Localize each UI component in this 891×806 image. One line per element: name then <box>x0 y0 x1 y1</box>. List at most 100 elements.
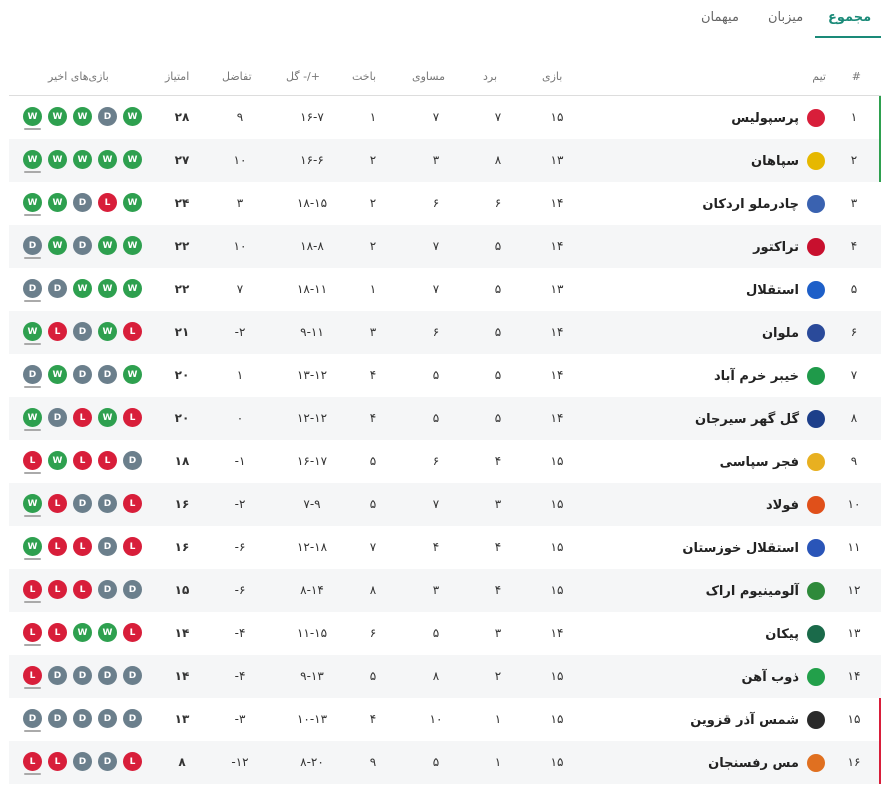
form-badge[interactable]: L <box>23 451 42 474</box>
form-badge[interactable]: D <box>123 580 142 599</box>
form-badge[interactable]: D <box>98 666 117 685</box>
form-badge[interactable]: D <box>98 537 117 556</box>
table-row[interactable]: ۱۱ استقلال خوزستان ۱۵ ۴ ۴ ۷ ۱۲-۱۸ -۶ ۱۶ … <box>9 526 881 569</box>
form-badge[interactable]: L <box>73 451 92 470</box>
form-badge[interactable]: L <box>73 537 92 556</box>
form-badge[interactable]: W <box>123 236 142 255</box>
tab-away[interactable]: میهمان <box>701 10 739 25</box>
form-badge[interactable]: D <box>23 279 42 302</box>
team-cell[interactable]: استقلال <box>746 278 825 302</box>
team-cell[interactable]: خیبر خرم آباد <box>714 364 825 388</box>
form-badge[interactable]: W <box>98 150 117 169</box>
team-name[interactable]: مس رفسنجان <box>708 755 799 771</box>
form-badge[interactable]: L <box>123 408 142 427</box>
form-badge[interactable]: W <box>23 193 42 216</box>
form-badge[interactable]: L <box>123 494 142 513</box>
table-row[interactable]: ۱۵ شمس آذر قزوین ۱۵ ۱ ۱۰ ۴ ۱۰-۱۳ -۳ ۱۳ D… <box>9 698 881 741</box>
team-name[interactable]: آلومینیوم اراک <box>705 583 799 599</box>
form-badge[interactable]: L <box>98 193 117 212</box>
team-cell[interactable]: شمس آذر قزوین <box>690 708 825 732</box>
form-badge[interactable]: D <box>98 365 117 384</box>
form-badge[interactable]: L <box>98 451 117 470</box>
team-name[interactable]: استقلال <box>745 282 799 298</box>
team-name[interactable]: سپاهان <box>751 153 799 169</box>
form-badge[interactable]: D <box>73 709 92 728</box>
form-badge[interactable]: L <box>123 537 142 556</box>
team-cell[interactable]: آلومینیوم اراک <box>706 579 825 603</box>
form-badge[interactable]: D <box>123 709 142 728</box>
form-badge[interactable]: W <box>123 365 142 384</box>
form-badge[interactable]: D <box>73 322 92 341</box>
form-badge[interactable]: D <box>48 709 67 728</box>
form-badge[interactable]: D <box>73 236 92 255</box>
form-badge[interactable]: W <box>48 107 67 126</box>
form-badge[interactable]: W <box>98 322 117 341</box>
team-name[interactable]: فجر سپاسی <box>719 454 799 470</box>
form-badge[interactable]: W <box>123 107 142 126</box>
form-badge[interactable]: L <box>123 752 142 771</box>
form-badge[interactable]: L <box>123 322 142 341</box>
team-name[interactable]: خیبر خرم آباد <box>714 368 799 384</box>
form-badge[interactable]: L <box>73 580 92 599</box>
form-badge[interactable]: L <box>23 623 42 646</box>
team-name[interactable]: چادرملو اردکان <box>702 196 799 212</box>
team-cell[interactable]: چادرملو اردکان <box>702 192 825 216</box>
team-name[interactable]: فولاد <box>765 497 799 513</box>
form-badge[interactable]: W <box>73 150 92 169</box>
form-badge[interactable]: W <box>73 279 92 298</box>
form-badge[interactable]: D <box>73 494 92 513</box>
team-cell[interactable]: استقلال خوزستان <box>682 536 825 560</box>
form-badge[interactable]: L <box>48 752 67 771</box>
form-badge[interactable]: D <box>23 236 42 259</box>
form-badge[interactable]: D <box>98 494 117 513</box>
form-badge[interactable]: L <box>48 322 67 341</box>
form-badge[interactable]: D <box>98 752 117 771</box>
form-badge[interactable]: W <box>73 623 92 642</box>
form-badge[interactable]: D <box>123 666 142 685</box>
form-badge[interactable]: W <box>73 107 92 126</box>
form-badge[interactable]: D <box>73 193 92 212</box>
form-badge[interactable]: W <box>123 279 142 298</box>
team-cell[interactable]: فجر سپاسی <box>720 450 825 474</box>
team-name[interactable]: گل گهر سیرجان <box>695 411 799 427</box>
form-badge[interactable]: W <box>23 150 42 173</box>
form-badge[interactable]: L <box>48 494 67 513</box>
team-cell[interactable]: ذوب آهن <box>741 665 825 689</box>
form-badge[interactable]: W <box>48 150 67 169</box>
team-cell[interactable]: فولاد <box>766 493 825 517</box>
team-cell[interactable]: گل گهر سیرجان <box>695 407 825 431</box>
form-badge[interactable]: D <box>23 365 42 388</box>
form-badge[interactable]: L <box>48 580 67 599</box>
team-cell[interactable]: تراکتور <box>753 235 825 259</box>
form-badge[interactable]: D <box>48 279 67 298</box>
form-badge[interactable]: W <box>48 236 67 255</box>
form-badge[interactable]: W <box>98 279 117 298</box>
form-badge[interactable]: W <box>23 408 42 431</box>
tab-total[interactable]: مجموع <box>828 10 872 25</box>
form-badge[interactable]: W <box>23 107 42 130</box>
form-badge[interactable]: W <box>123 150 142 169</box>
form-badge[interactable]: D <box>98 580 117 599</box>
form-badge[interactable]: D <box>23 709 42 732</box>
form-badge[interactable]: W <box>23 322 42 345</box>
form-badge[interactable]: L <box>48 623 67 642</box>
form-badge[interactable]: L <box>73 408 92 427</box>
form-badge[interactable]: D <box>48 408 67 427</box>
team-name[interactable]: ملوان <box>761 325 799 341</box>
form-badge[interactable]: W <box>48 365 67 384</box>
form-badge[interactable]: L <box>23 752 42 775</box>
team-name[interactable]: پیکان <box>765 626 799 642</box>
form-badge[interactable]: W <box>48 451 67 470</box>
team-name[interactable]: ذوب آهن <box>741 669 799 685</box>
